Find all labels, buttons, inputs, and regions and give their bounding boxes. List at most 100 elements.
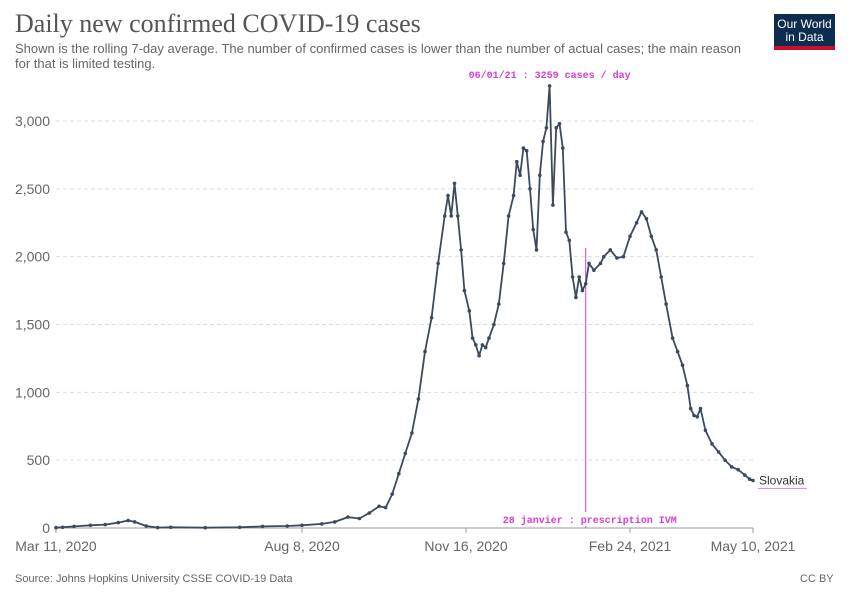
data-point [333, 520, 337, 524]
data-point [736, 467, 740, 472]
data-point [692, 413, 696, 418]
data-point [416, 397, 421, 401]
y-tick-label: 3,000 [15, 113, 50, 129]
data-point [685, 383, 690, 388]
data-point [695, 415, 699, 419]
x-tick-label: Mar 11, 2020 [15, 538, 97, 554]
data-point [551, 203, 555, 207]
y-tick-label: 2,500 [15, 181, 50, 197]
data-point [397, 471, 401, 476]
data-point [710, 442, 714, 446]
data-point [554, 126, 558, 130]
data-point [729, 465, 734, 469]
data-point [477, 353, 481, 358]
data-point [492, 322, 496, 327]
data-point [442, 214, 447, 218]
ivm-annotation: 28 janvier : prescription IVM [503, 515, 677, 527]
data-point [497, 302, 501, 306]
data-point [670, 336, 675, 340]
series-layer: Slovakia [54, 84, 807, 530]
data-point [449, 214, 454, 218]
data-point [474, 343, 478, 347]
data-point [531, 227, 535, 232]
data-point [367, 511, 372, 515]
y-axis: 0 500 1,000 1,500 2,000 2,500 3,000 [15, 113, 50, 536]
data-point [319, 522, 324, 526]
x-tick-label: Nov 16, 2020 [424, 538, 507, 554]
data-point [567, 238, 572, 243]
data-point [54, 525, 58, 530]
data-point [564, 230, 568, 234]
chart-subtitle: Shown is the rolling 7-day average. The … [15, 41, 741, 71]
annotations: 06/01/21 : 3259 cases / day 28 janvier : … [469, 70, 677, 528]
y-tick-label: 0 [42, 520, 50, 536]
data-point [528, 187, 532, 191]
data-point [357, 516, 362, 521]
data-point [452, 181, 457, 186]
data-point [649, 234, 654, 239]
data-point [659, 275, 663, 279]
data-point [703, 428, 708, 433]
data-point [654, 248, 658, 252]
data-point [72, 524, 76, 529]
data-point [511, 193, 516, 198]
data-point [698, 406, 703, 411]
source-note[interactable]: Source: Johns Hopkins University CSSE CO… [15, 573, 293, 585]
data-point [467, 309, 472, 313]
data-point [561, 146, 565, 150]
data-point [60, 525, 65, 530]
data-point [547, 84, 552, 88]
data-point [747, 477, 752, 482]
data-point [383, 505, 388, 510]
data-point [144, 524, 148, 528]
data-point [538, 173, 542, 178]
data-point [628, 234, 632, 239]
data-point [680, 363, 685, 368]
chart-title: Daily new confirmed COVID-19 cases [15, 9, 421, 38]
data-point [544, 126, 549, 130]
data-point [615, 256, 619, 260]
data-point [751, 478, 755, 483]
data-point [390, 492, 395, 496]
data-point [577, 275, 581, 279]
data-point [260, 524, 265, 529]
data-point [377, 504, 381, 509]
data-point [557, 121, 562, 126]
data-point [169, 525, 173, 530]
data-point [570, 275, 575, 279]
data-point [644, 216, 649, 221]
x-tick-label: Feb 24, 2021 [589, 538, 672, 554]
data-point [506, 214, 511, 218]
x-axis: Mar 11, 2020 Aug 8, 2020 Nov 16, 2020 Feb 2… [15, 528, 796, 554]
owid-logo[interactable]: Our World in Data [774, 14, 835, 50]
data-point [716, 450, 721, 454]
data-point [155, 525, 160, 530]
data-point [541, 139, 545, 144]
data-point [436, 261, 440, 266]
data-point [583, 282, 588, 286]
data-point [743, 473, 747, 477]
data-point [203, 525, 207, 530]
data-point [103, 522, 107, 527]
data-point [521, 146, 526, 150]
data-point [480, 343, 485, 347]
data-point [423, 349, 427, 354]
grid-lines [56, 120, 753, 529]
data-point [346, 515, 350, 519]
annotation-label-bg [525, 512, 656, 526]
data-point [470, 336, 475, 340]
data-point [639, 210, 644, 214]
data-point [580, 288, 585, 293]
data-point [429, 315, 434, 320]
x-tick-label: May 10, 2021 [711, 538, 796, 554]
y-tick-label: 1,500 [15, 317, 50, 333]
x-tick-label: Aug 8, 2020 [264, 538, 340, 554]
data-point [462, 288, 467, 293]
data-point [459, 248, 463, 252]
data-point [300, 523, 304, 528]
data-point [574, 295, 578, 300]
data-point [634, 221, 639, 225]
data-point [664, 302, 668, 306]
license-label[interactable]: CC BY [800, 573, 834, 585]
data-point [410, 431, 414, 435]
